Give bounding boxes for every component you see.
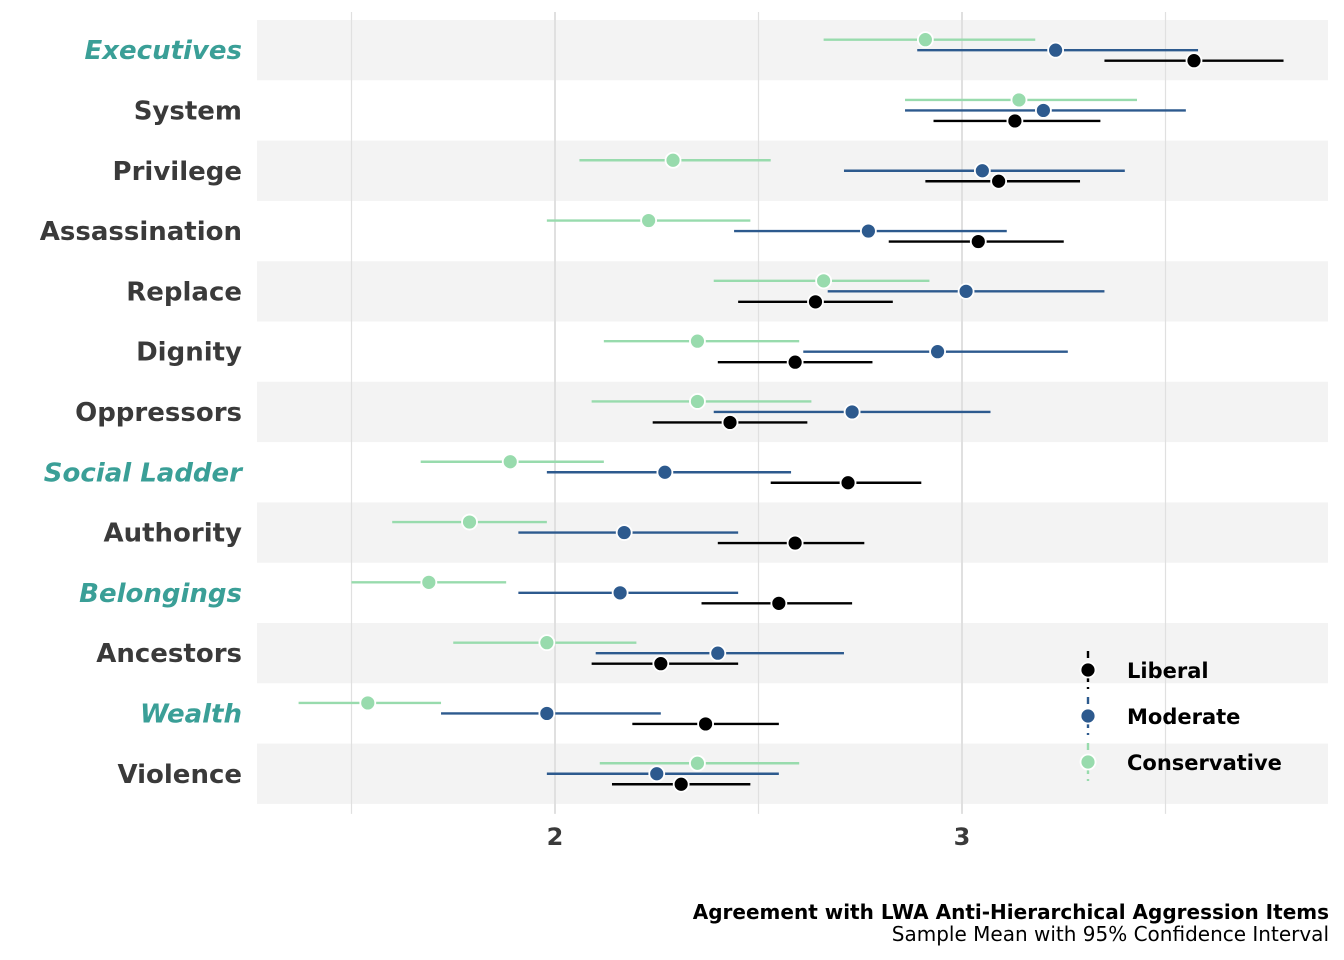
mean-point-conservative (815, 272, 833, 290)
row-band (257, 261, 1328, 322)
legend-key-point (1079, 707, 1097, 725)
mean-point-liberal (839, 474, 857, 492)
mean-point-liberal (1185, 52, 1203, 70)
category-label: Wealth (140, 699, 242, 729)
mean-point-moderate (611, 584, 629, 602)
mean-point-moderate (538, 705, 556, 722)
mean-point-moderate (656, 463, 674, 481)
mean-point-liberal (672, 775, 690, 793)
category-label: System (134, 96, 242, 126)
row-band (257, 743, 1328, 804)
category-label: Executives (85, 36, 243, 66)
category-label: Social Ladder (44, 458, 244, 488)
mean-point-liberal (770, 594, 788, 612)
mean-point-liberal (969, 233, 987, 250)
mean-point-liberal (786, 353, 804, 371)
mean-point-liberal (721, 414, 739, 431)
mean-point-conservative (664, 151, 682, 169)
mean-point-liberal (786, 534, 804, 552)
category-label: Violence (117, 760, 242, 790)
mean-point-liberal (652, 655, 670, 673)
legend: Liberal Moderate Conservative (1079, 651, 1282, 781)
mean-point-moderate (648, 765, 666, 783)
mean-point-moderate (1047, 41, 1065, 59)
mean-point-conservative (640, 212, 658, 229)
mean-point-moderate (957, 282, 975, 300)
legend-key-point (1079, 753, 1097, 771)
mean-point-conservative (1010, 91, 1028, 109)
mean-point-conservative (689, 393, 706, 410)
chart-title: Agreement with LWA Anti-Hierarchical Agg… (692, 900, 1329, 924)
mean-point-liberal (807, 293, 824, 311)
row-band (257, 502, 1328, 563)
category-label: Oppressors (75, 398, 242, 428)
mean-point-moderate (615, 524, 633, 541)
category-label: Belongings (79, 579, 242, 609)
mean-point-conservative (461, 513, 478, 531)
mean-point-moderate (929, 343, 946, 361)
category-label: Dignity (136, 338, 242, 368)
mean-point-moderate (973, 162, 991, 180)
mean-point-liberal (990, 172, 1008, 190)
mean-point-conservative (916, 31, 934, 49)
legend-key-point (1079, 661, 1097, 679)
category-label: Privilege (113, 157, 242, 187)
row-band (257, 140, 1328, 201)
mean-point-conservative (689, 332, 706, 350)
legend-label: Moderate (1127, 705, 1240, 729)
mean-point-moderate (859, 222, 877, 240)
legend-label: Conservative (1127, 751, 1282, 775)
category-label: Authority (103, 519, 242, 549)
mean-point-moderate (843, 403, 861, 421)
legend-label: Liberal (1127, 659, 1209, 683)
mean-point-conservative (359, 694, 377, 712)
mean-point-moderate (1035, 102, 1052, 119)
category-label: Replace (126, 277, 242, 307)
mean-point-conservative (501, 453, 519, 471)
x-tick-label: 2 (547, 823, 564, 851)
chart-subtitle: Sample Mean with 95% Confidence Interval (891, 922, 1329, 946)
category-label: Assassination (40, 217, 242, 247)
mean-point-moderate (709, 644, 727, 662)
mean-point-liberal (697, 715, 714, 733)
mean-point-conservative (689, 754, 706, 772)
mean-point-conservative (538, 634, 556, 652)
mean-point-liberal (1006, 112, 1024, 130)
mean-point-conservative (420, 573, 438, 591)
x-tick-label: 3 (954, 823, 971, 851)
category-label: Ancestors (96, 639, 242, 669)
